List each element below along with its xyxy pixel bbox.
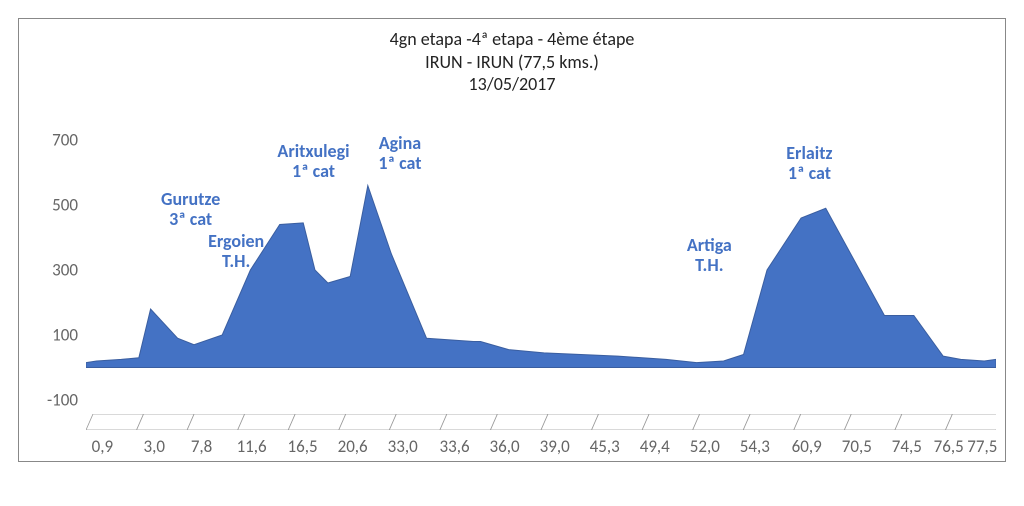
x-axis-label: 54,3 [740,436,770,457]
x-axis-label: 7,8 [191,436,212,457]
climb-annotation: Erlaitz1ª cat [786,144,832,184]
y-axis-label: -100 [26,390,78,411]
x-axis-labels: 0,9 3,0 7,8 11,6 16,5 20,6 33,0 33,6 36,0 39,0 45,… [86,436,996,458]
x-axis-label: 76,5 [934,436,964,457]
y-axis-label: 300 [26,260,78,281]
y-axis-labels: -100100300500700 [26,140,78,400]
x-axis-label: 0,9 [92,436,113,457]
x-axis-label: 74,5 [892,436,922,457]
climb-annotation: ErgoienT.H. [208,232,264,272]
climb-annotation: Aritxulegi1ª cat [277,142,349,182]
x-band-svg [86,414,996,430]
x-axis-label: 33,0 [388,436,418,457]
x-axis-label: 33,6 [440,436,470,457]
x-axis-label: 70,5 [842,436,872,457]
climb-annotation: ArtigaT.H. [687,236,732,276]
x-axis-band [86,414,996,430]
x-axis-label: 3,0 [144,436,165,457]
y-axis-label: 100 [26,325,78,346]
x-axis-label: 52,0 [690,436,720,457]
y-axis-label: 500 [26,195,78,216]
chart-title-line2: IRUN - IRUN (77,5 kms.) [390,51,635,74]
y-axis-label: 700 [26,130,78,151]
x-axis-label: 20,6 [338,436,368,457]
x-axis-label: 11,6 [237,436,267,457]
x-axis-label: 45,3 [590,436,620,457]
chart-title-block: 4gn etapa -4ª etapa - 4ème étape IRUN - … [390,28,635,96]
x-axis-label: 77,5 [967,436,997,457]
climb-annotation: Agina1ª cat [378,134,421,174]
x-axis-label: 16,5 [288,436,318,457]
x-axis-label: 49,4 [640,436,670,457]
x-axis-label: 36,0 [490,436,520,457]
climb-annotation: Gurutze3ª cat [161,190,220,230]
elevation-profile-chart: 4gn etapa -4ª etapa - 4ème étape IRUN - … [0,0,1024,506]
x-axis-label: 39,0 [540,436,570,457]
chart-title-line3: 13/05/2017 [390,73,635,96]
x-axis-label: 60,9 [792,436,822,457]
chart-title-line1: 4gn etapa -4ª etapa - 4ème étape [390,28,635,51]
